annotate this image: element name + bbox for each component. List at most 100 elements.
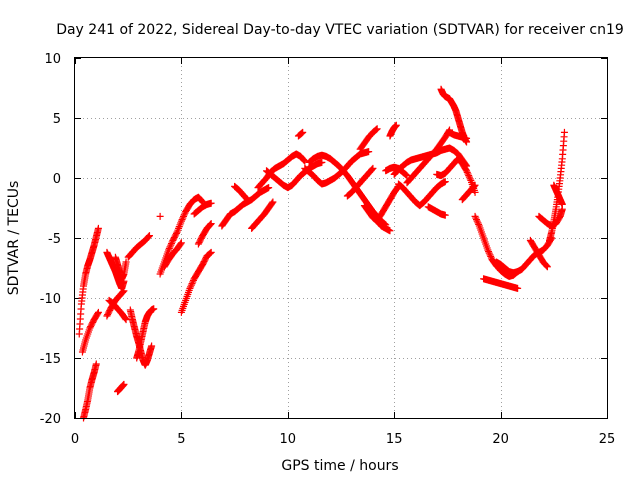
x-tick-label: 25 bbox=[599, 432, 616, 447]
data-point bbox=[473, 217, 481, 225]
data-point bbox=[122, 316, 130, 324]
data-point bbox=[368, 165, 376, 173]
data-point bbox=[441, 178, 449, 186]
data-point bbox=[120, 380, 128, 388]
data-point bbox=[119, 288, 127, 296]
series-arc-23 bbox=[294, 128, 307, 140]
data-point bbox=[487, 252, 495, 260]
data-point bbox=[168, 238, 176, 246]
series-arc-29 bbox=[373, 182, 402, 224]
data-point bbox=[463, 167, 471, 175]
series-arc-27 bbox=[356, 125, 381, 153]
data-point bbox=[373, 125, 381, 133]
x-tick-label: 10 bbox=[280, 432, 297, 447]
series-arc-14 bbox=[156, 212, 164, 220]
data-point bbox=[265, 184, 273, 192]
data-point bbox=[150, 305, 158, 313]
data-point bbox=[198, 197, 206, 205]
series-arc-15 bbox=[177, 248, 215, 316]
data-marks bbox=[75, 85, 568, 422]
data-point bbox=[441, 211, 449, 219]
data-point bbox=[463, 134, 471, 142]
data-point bbox=[466, 175, 474, 183]
data-point bbox=[177, 239, 185, 247]
data-point bbox=[119, 288, 127, 296]
data-point bbox=[485, 249, 493, 257]
data-point bbox=[167, 240, 175, 248]
data-point bbox=[484, 246, 492, 254]
data-point bbox=[187, 283, 195, 291]
y-tick-label: -20 bbox=[40, 412, 61, 427]
data-point bbox=[167, 241, 175, 249]
y-tick-label: -10 bbox=[40, 292, 61, 307]
data-point bbox=[165, 244, 173, 252]
series-arc-44 bbox=[535, 205, 566, 230]
data-point bbox=[148, 342, 156, 350]
series-arc-41 bbox=[480, 275, 522, 292]
data-point bbox=[144, 233, 152, 241]
chart-title: Day 241 of 2022, Sidereal Day-to-day VTE… bbox=[56, 22, 624, 38]
data-point bbox=[242, 194, 250, 202]
series-arc-25 bbox=[305, 151, 390, 229]
x-tick-label: 15 bbox=[386, 432, 403, 447]
data-point bbox=[558, 200, 566, 208]
data-point bbox=[166, 243, 174, 251]
data-point bbox=[543, 262, 551, 270]
series-arc-42 bbox=[492, 234, 556, 277]
grid bbox=[75, 58, 607, 418]
data-point bbox=[94, 224, 102, 232]
data-point bbox=[465, 172, 473, 180]
data-point bbox=[121, 315, 129, 323]
data-point bbox=[156, 212, 164, 220]
y-tick-label: -5 bbox=[48, 232, 61, 247]
series-arc-08 bbox=[114, 380, 128, 396]
data-point bbox=[243, 195, 251, 203]
data-point bbox=[300, 156, 308, 164]
data-point bbox=[120, 287, 128, 295]
data-point bbox=[122, 258, 130, 266]
data-point bbox=[470, 182, 478, 190]
series-arc-38 bbox=[446, 128, 471, 142]
data-point bbox=[186, 284, 194, 292]
data-point bbox=[179, 214, 187, 222]
data-point bbox=[180, 211, 188, 219]
data-point bbox=[180, 212, 188, 220]
data-point bbox=[392, 121, 400, 129]
series-arc-07 bbox=[111, 253, 130, 283]
data-point bbox=[470, 183, 478, 191]
data-point bbox=[485, 248, 493, 256]
data-point bbox=[472, 214, 480, 222]
data-point bbox=[187, 281, 195, 289]
x-tick-label: 0 bbox=[71, 432, 79, 447]
data-point bbox=[369, 164, 377, 172]
x-tick-label: 20 bbox=[492, 432, 509, 447]
series-arc-03 bbox=[80, 360, 100, 422]
series-arc-35 bbox=[424, 203, 449, 219]
data-point bbox=[365, 148, 373, 156]
y-tick-label: -15 bbox=[40, 352, 61, 367]
data-point bbox=[299, 156, 307, 164]
data-point bbox=[165, 246, 173, 254]
data-point bbox=[92, 360, 100, 368]
data-point bbox=[542, 261, 550, 269]
series-arc-10 bbox=[133, 305, 158, 362]
series-arc-26 bbox=[343, 164, 377, 200]
data-point bbox=[177, 240, 185, 248]
series-arc-19 bbox=[231, 182, 251, 204]
data-point bbox=[368, 166, 376, 174]
data-point bbox=[543, 263, 551, 271]
series-arc-33 bbox=[394, 178, 449, 210]
data-point bbox=[177, 217, 185, 225]
y-tick-label: 10 bbox=[44, 52, 61, 67]
data-point bbox=[474, 219, 482, 227]
data-point bbox=[178, 216, 186, 224]
data-point bbox=[206, 220, 214, 228]
data-point bbox=[318, 158, 326, 166]
data-point bbox=[299, 128, 307, 136]
series-arc-17 bbox=[194, 220, 215, 248]
data-point bbox=[94, 310, 102, 318]
data-point bbox=[386, 227, 394, 235]
data-point bbox=[403, 172, 411, 180]
series-arc-01 bbox=[75, 224, 102, 338]
